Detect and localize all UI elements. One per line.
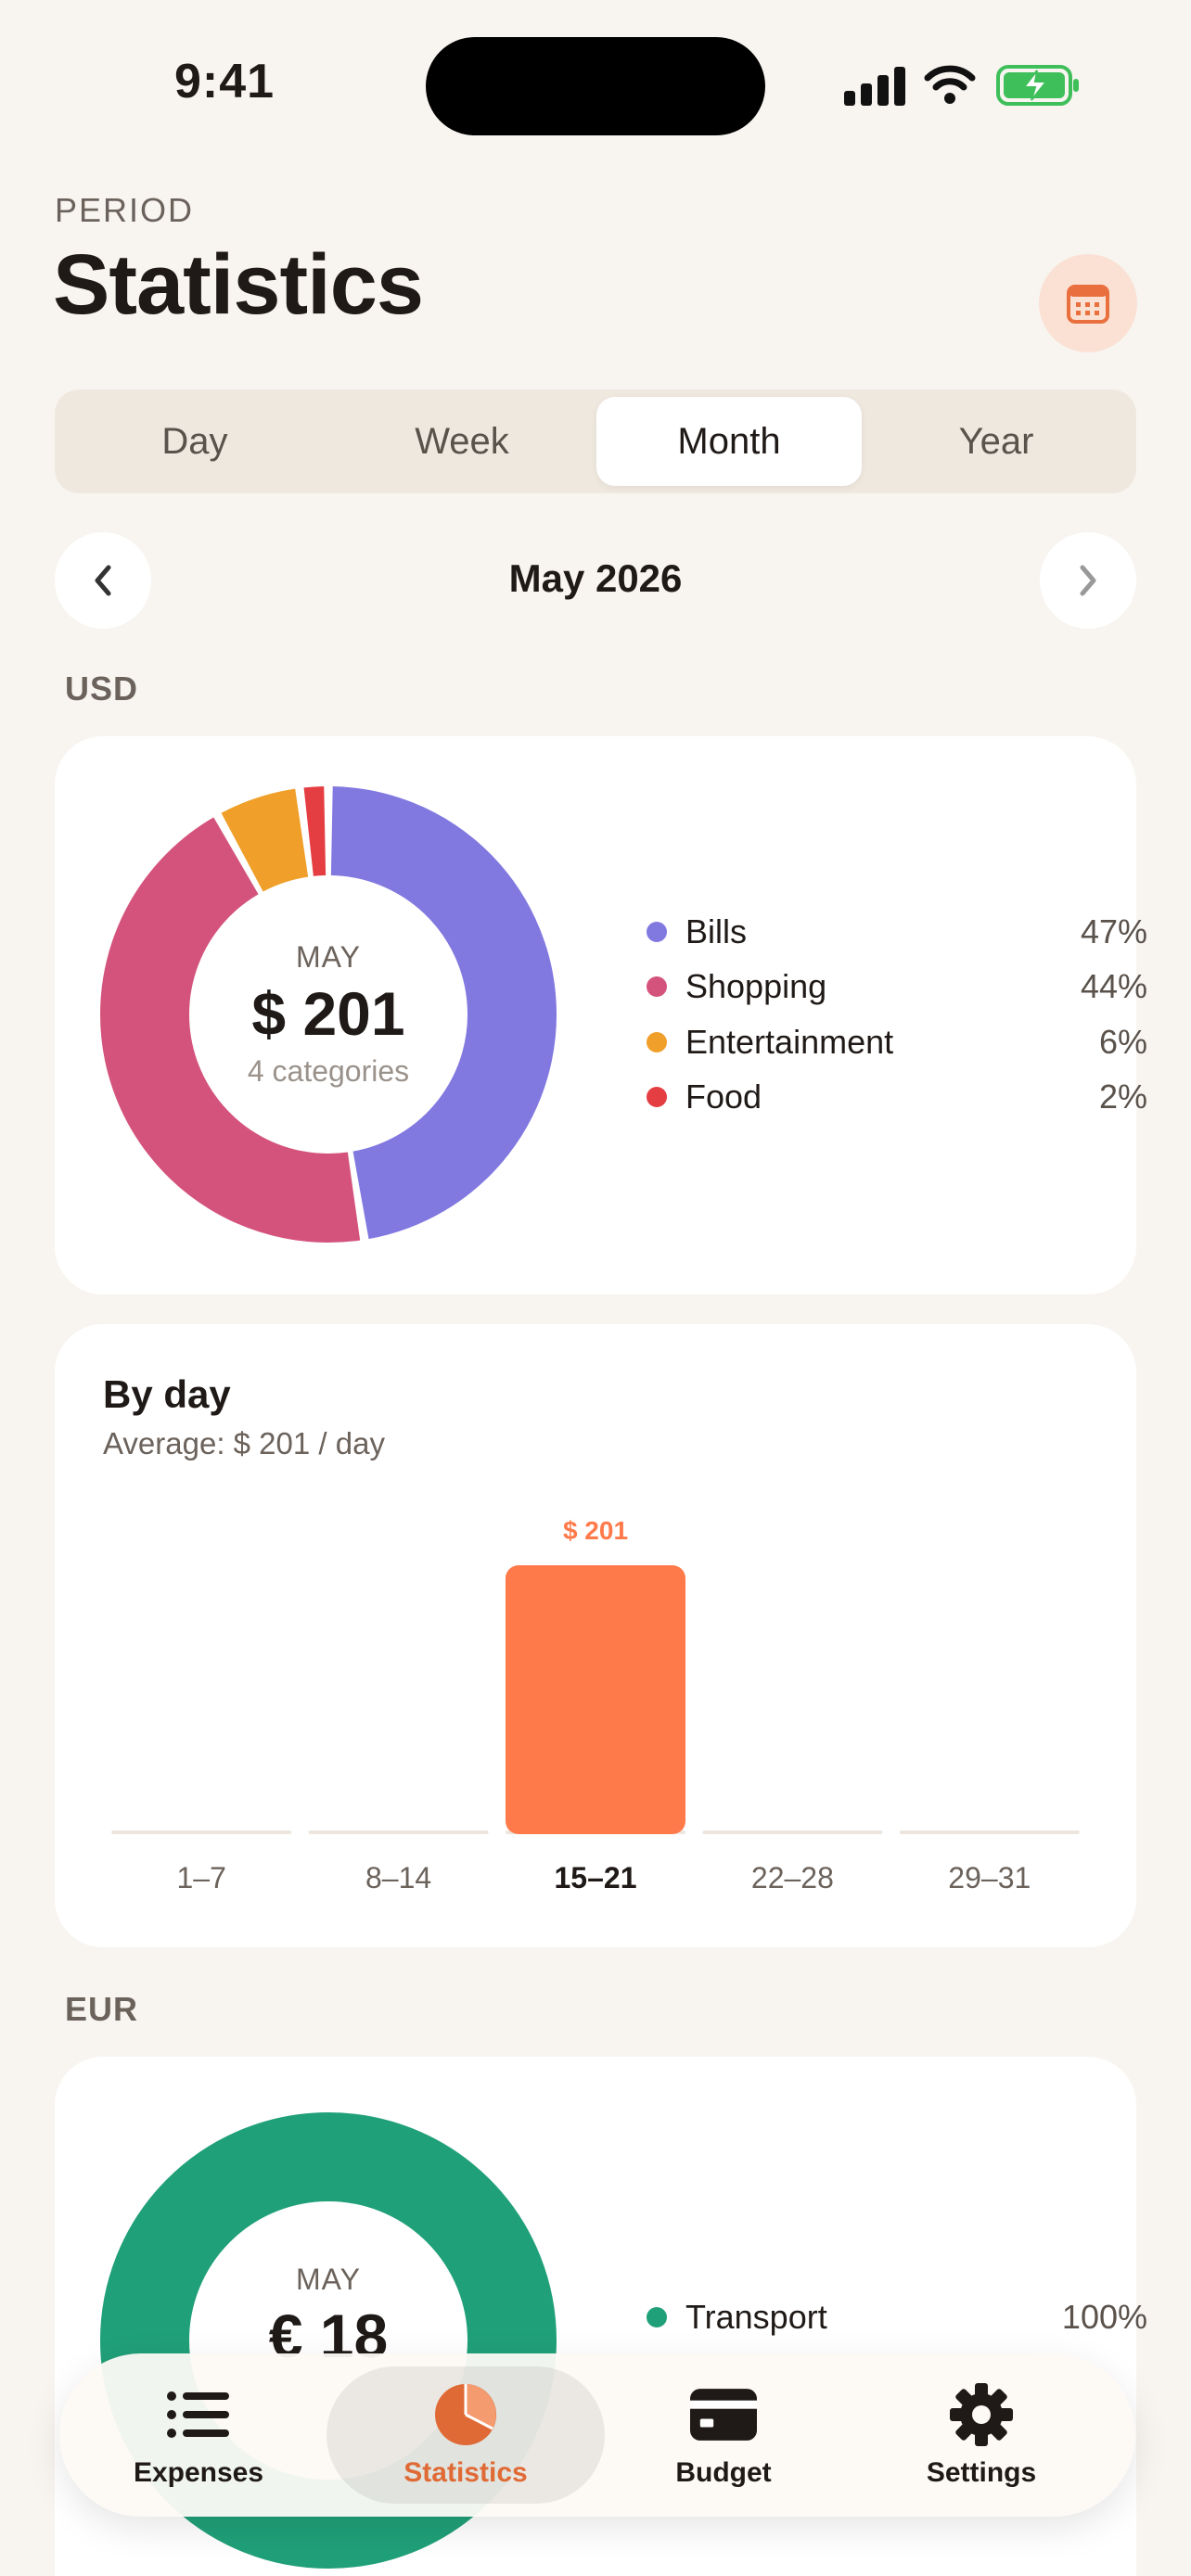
cellular-signal-icon [844, 65, 905, 106]
calendar-icon [1067, 285, 1109, 324]
wifi-icon [924, 65, 976, 104]
donut-center-subtitle: 4 categories [247, 1054, 410, 1088]
donut-center-total: $ 201 [251, 979, 405, 1048]
tab-label: Expenses [133, 2457, 264, 2488]
donut-slice-bills [329, 786, 557, 1240]
list-icon [165, 2381, 232, 2448]
current-month-label: May 2026 [508, 556, 683, 600]
previous-month-button[interactable] [55, 532, 151, 629]
tab-year[interactable]: Year [958, 420, 1034, 462]
pie-chart-icon [432, 2381, 499, 2448]
legend-dot [647, 1087, 667, 1107]
legend-dot [647, 976, 667, 997]
by-day-average: Average: $ 201 / day [103, 1426, 385, 1460]
page-kicker: PERIOD [55, 191, 195, 229]
usd-breakdown-card: MAY $ 201 4 categories Bills 47% Shoppin… [55, 736, 1147, 1294]
legend-item-bills[interactable]: Bills 47% [647, 909, 1147, 955]
x-tick-label: 29–31 [948, 1861, 1031, 1894]
donut-slice-food [303, 786, 327, 876]
tab-settings[interactable]: Settings [853, 2353, 1109, 2517]
tab-label: Statistics [403, 2457, 528, 2488]
period-segmented-control: Day Week Month Year [55, 389, 1136, 493]
page-title: Statistics [53, 237, 424, 332]
eur-donut-chart [100, 2112, 557, 2569]
legend-percent: 100% [1061, 2298, 1147, 2336]
legend-label: Bills [685, 912, 748, 950]
legend-label: Entertainment [685, 1023, 894, 1061]
status-time: 9:41 [174, 55, 275, 108]
legend-percent: 2% [1098, 1078, 1147, 1116]
next-month-button[interactable] [1040, 532, 1136, 629]
tab-label: Budget [675, 2457, 772, 2488]
calendar-button[interactable] [1039, 254, 1137, 352]
wallet-icon [690, 2381, 757, 2448]
bar-15–21[interactable] [506, 1565, 685, 1834]
x-tick-label: 15–21 [555, 1861, 637, 1894]
legend-dot [647, 922, 667, 942]
tab-label: Settings [926, 2457, 1037, 2488]
tab-week[interactable]: Week [415, 420, 509, 462]
x-tick-label: 22–28 [751, 1861, 834, 1894]
usd-donut-chart [100, 786, 557, 1243]
legend-item-shopping[interactable]: Shopping 44% [647, 963, 1147, 1010]
donut-center-kicker: MAY [296, 2263, 361, 2296]
gear-icon [948, 2381, 1015, 2448]
legend-dot [647, 1032, 667, 1052]
battery-charging-icon [996, 65, 1079, 106]
chevron-right-icon [1080, 565, 1096, 596]
chevron-left-icon [95, 565, 111, 596]
legend-label: Shopping [685, 967, 827, 1005]
by-day-card: By day Average: $ 201 / day 1–7 8–14 $ 201… [55, 1324, 1136, 1947]
legend-percent: 6% [1098, 1023, 1147, 1061]
tab-budget[interactable]: Budget [596, 2353, 852, 2517]
bar-track [111, 1830, 292, 1834]
legend-label: Transport [685, 2298, 827, 2336]
bar-track [308, 1830, 489, 1834]
currency-header-usd: USD [65, 670, 139, 708]
tab-day[interactable]: Day [161, 420, 228, 462]
tab-statistics[interactable]: Statistics [338, 2353, 594, 2517]
legend-label: Food [685, 1078, 762, 1116]
x-tick-label: 8–14 [365, 1861, 431, 1894]
legend-percent: 47% [1080, 912, 1147, 950]
usd-donut-center: MAY $ 201 4 categories [143, 940, 514, 1089]
tab-expenses[interactable]: Expenses [70, 2353, 327, 2517]
legend-item-food[interactable]: Food 2% [647, 1074, 1147, 1120]
legend-item-entertainment[interactable]: Entertainment 6% [647, 1019, 1147, 1065]
donut-center-kicker: MAY [296, 940, 361, 974]
donut-slice-entertainment [221, 788, 310, 893]
legend-item-transport[interactable]: Transport 100% [647, 2294, 1147, 2340]
legend-dot [647, 2307, 667, 2327]
bar-value-label: $ 201 [563, 1516, 628, 1545]
by-day-bar-chart: 1–7 8–14 $ 201 15–21 22–28 29–31 [111, 1516, 1080, 1894]
dynamic-island [426, 37, 765, 135]
bar-track [702, 1830, 883, 1834]
x-tick-label: 1–7 [177, 1861, 226, 1894]
bar-track [899, 1830, 1080, 1834]
currency-header-eur: EUR [65, 1990, 139, 2028]
bottom-tab-bar: Expenses Statistics Budget [59, 2353, 1135, 2517]
by-day-title: By day [103, 1372, 231, 1416]
legend-percent: 44% [1080, 967, 1147, 1005]
tab-month[interactable]: Month [596, 397, 862, 486]
donut-slice-transport [100, 2112, 557, 2569]
donut-slice-shopping [100, 817, 361, 1243]
